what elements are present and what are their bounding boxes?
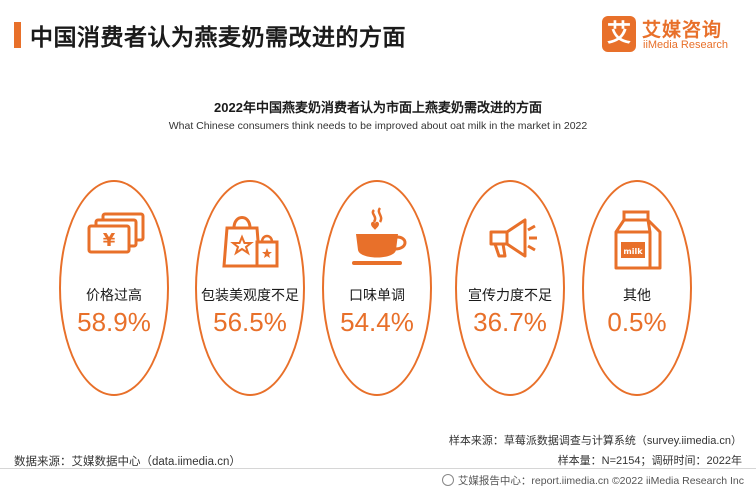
chart-title: 2022年中国燕麦奶消费者认为市面上燕麦奶需改进的方面: [214, 100, 542, 115]
shopping-bag-icon: [222, 216, 279, 268]
chart-item: 口味单调 54.4%: [322, 180, 432, 396]
footer: 艾媒报告中心：report.iimedia.cn ©2022 iiMedia R…: [441, 473, 744, 488]
item-label: 包装美观度不足: [201, 287, 299, 303]
item-label: 价格过高: [86, 287, 142, 303]
page-title: 中国消费者认为燕麦奶需改进的方面: [30, 24, 406, 50]
chart-item: 包装美观度不足 56.5%: [195, 180, 305, 396]
svg-text:¥: ¥: [103, 230, 116, 251]
sample-size-note: 样本量：N=2154；调研时间：2022年: [557, 455, 742, 467]
item-value: 58.9%: [77, 307, 151, 337]
item-label: 其他: [623, 287, 651, 303]
chart-item: 宣传力度不足 36.7%: [455, 180, 565, 396]
report-center-icon: [441, 474, 454, 486]
brand-logo: 艾 艾媒咨询 iiMedia Research: [602, 14, 742, 58]
svg-text:milk: milk: [623, 247, 643, 256]
item-label: 宣传力度不足: [468, 287, 552, 303]
logo-mark: 艾: [602, 16, 636, 52]
chart-subtitle: What Chinese consumers think needs to be…: [168, 120, 588, 132]
chart-item: ¥ 价格过高 58.9%: [59, 180, 169, 396]
chart-item: milk 其他 0.5%: [582, 180, 692, 396]
logo-text-cn: 艾媒咨询: [642, 20, 723, 41]
item-value: 56.5%: [213, 307, 287, 337]
item-value: 0.5%: [607, 307, 667, 337]
footer-divider: [0, 468, 756, 469]
item-value: 36.7%: [473, 307, 547, 337]
item-value: 54.4%: [340, 307, 414, 337]
title-accent-bar: [14, 22, 21, 48]
footer-text: 艾媒报告中心：report.iimedia.cn ©2022 iiMedia R…: [457, 475, 744, 487]
coffee-cup-icon: [352, 207, 407, 265]
data-source-note: 数据来源：艾媒数据中心（data.iimedia.cn）: [14, 456, 241, 468]
money-icon: ¥: [87, 212, 145, 254]
sample-source-note: 样本来源：草莓派数据调查与计算系统（survey.iimedia.cn）: [448, 435, 742, 447]
megaphone-icon: [489, 218, 537, 258]
logo-text-en: iiMedia Research: [643, 39, 728, 51]
item-label: 口味单调: [349, 287, 405, 303]
milk-carton-icon: milk: [614, 210, 662, 270]
